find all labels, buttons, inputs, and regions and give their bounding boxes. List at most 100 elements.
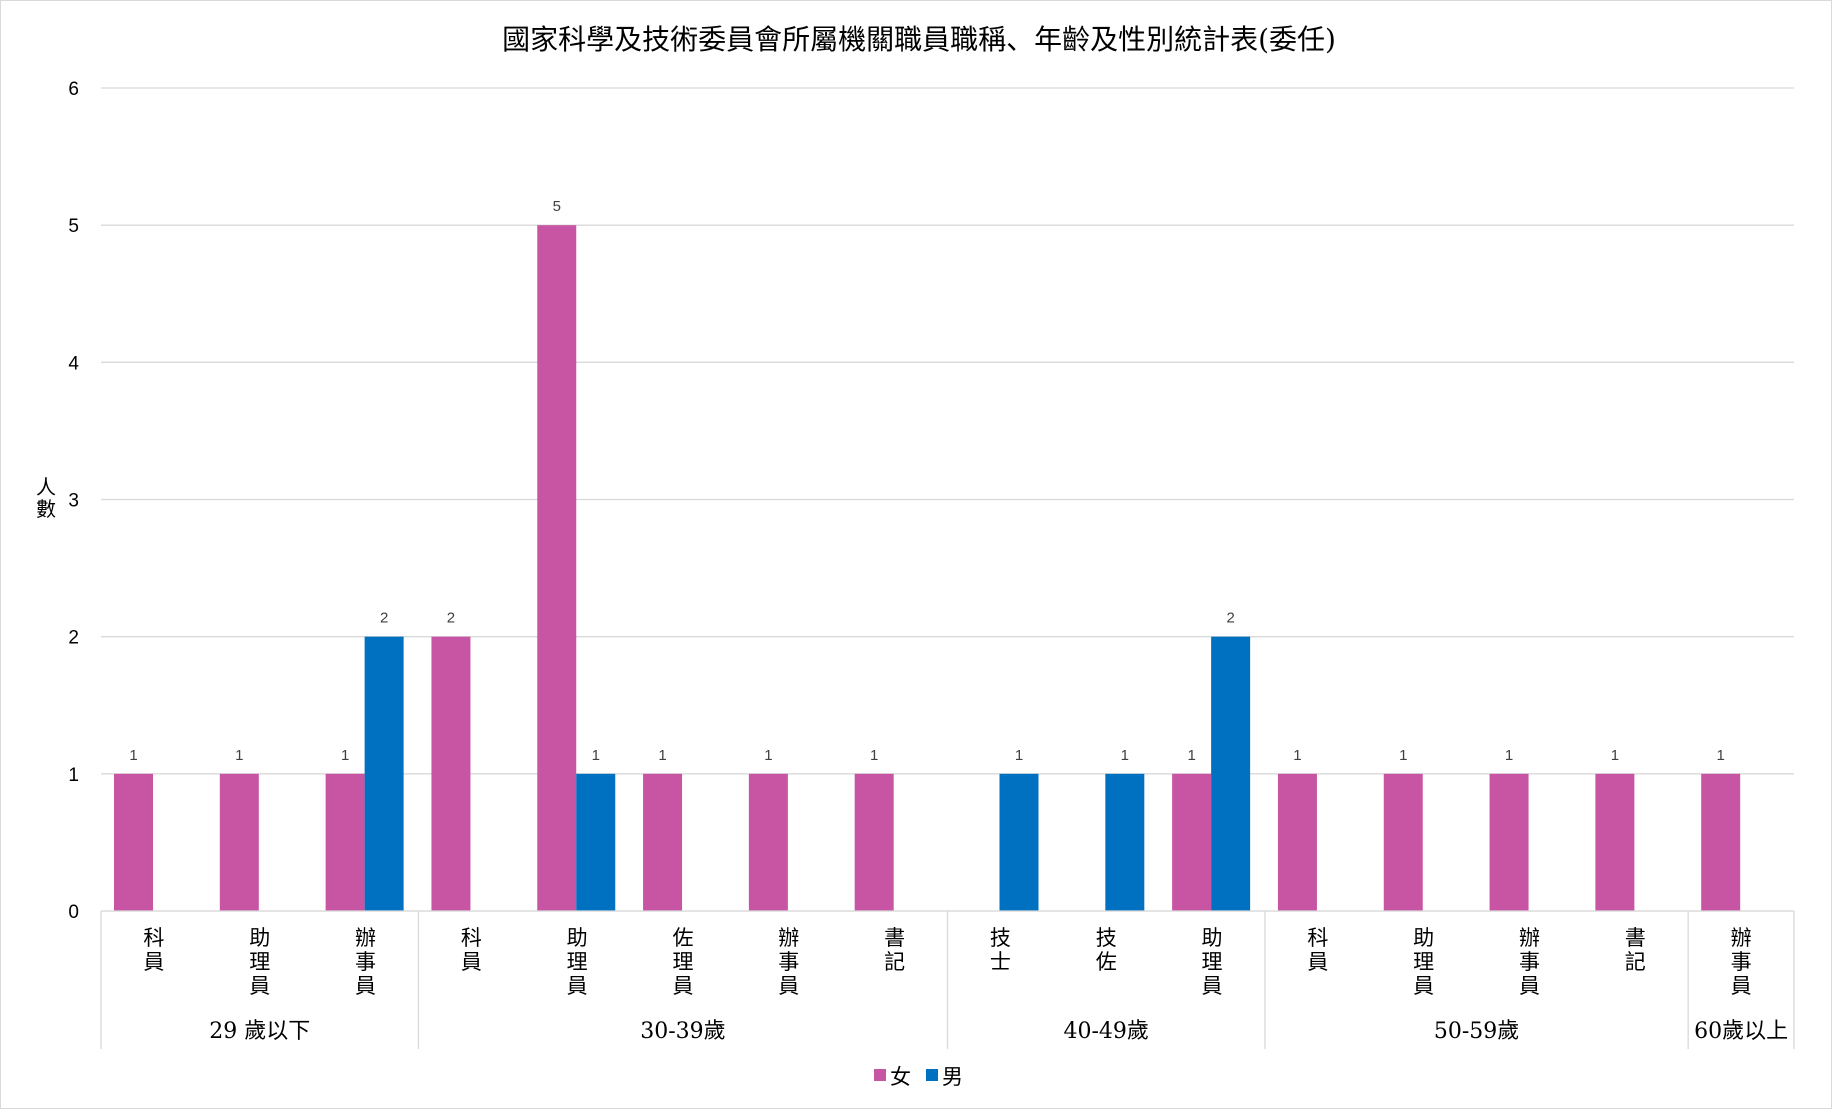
category-label: 辦事員	[355, 926, 376, 998]
data-label: 1	[870, 747, 878, 764]
y-axis-label-char: 數	[36, 497, 56, 521]
category-label-char: 員	[1413, 974, 1434, 998]
category-label-char: 技	[1096, 926, 1117, 950]
category-label-char: 助	[1413, 926, 1434, 950]
bar-女	[1383, 773, 1423, 911]
category-label-char: 士	[990, 950, 1011, 974]
category-label-char: 理	[672, 950, 693, 974]
category-label: 技佐	[1096, 926, 1117, 974]
category-label-char: 科	[1307, 926, 1328, 950]
category-label-char: 助	[567, 926, 588, 950]
category-label-char: 記	[884, 950, 905, 974]
category-label: 辦事員	[1731, 926, 1752, 998]
data-label: 2	[380, 610, 388, 627]
data-label: 1	[1717, 747, 1725, 764]
bar-女	[219, 773, 259, 911]
data-label: 1	[129, 747, 137, 764]
category-label: 助理員	[1202, 926, 1223, 998]
category-label-char: 佐	[1096, 950, 1117, 974]
category-label-char: 辦	[1731, 926, 1752, 950]
y-tick-label: 1	[68, 765, 79, 786]
data-label: 2	[447, 610, 455, 627]
category-label-char: 記	[1625, 950, 1646, 974]
bar-男	[1105, 773, 1145, 911]
chart-title: 國家科學及技術委員會所屬機關職員職稱、年齡及性別統計表(委任)	[502, 23, 1336, 56]
category-label-char: 辦	[355, 926, 376, 950]
data-label: 1	[764, 747, 772, 764]
data-label: 1	[1121, 747, 1129, 764]
category-label-char: 員	[672, 974, 693, 998]
y-axis-label: 人數	[36, 475, 56, 521]
group-label: 29 歲以下	[209, 1019, 310, 1044]
category-label-char: 員	[1202, 974, 1223, 998]
data-label: 1	[1505, 747, 1513, 764]
bars	[114, 225, 1741, 911]
legend-swatch-男	[926, 1069, 938, 1081]
data-label: 1	[658, 747, 666, 764]
legend-label-男: 男	[942, 1065, 963, 1089]
category-label: 科員	[461, 926, 482, 974]
bar-女	[325, 773, 365, 911]
data-label: 1	[1293, 747, 1301, 764]
y-tick-label: 3	[68, 491, 79, 512]
category-label: 書記	[1625, 926, 1646, 974]
category-label-char: 員	[355, 974, 376, 998]
bar-男	[1211, 636, 1251, 911]
group-label: 50-59歲	[1434, 1019, 1519, 1044]
category-label-char: 辦	[1519, 926, 1540, 950]
data-label: 1	[1015, 747, 1023, 764]
group-label: 40-49歲	[1064, 1019, 1149, 1044]
category-label: 辦事員	[1519, 926, 1540, 998]
bar-女	[1595, 773, 1635, 911]
category-label-char: 員	[249, 974, 270, 998]
category-label-char: 事	[355, 950, 376, 974]
bar-女	[854, 773, 894, 911]
category-label: 助理員	[249, 926, 270, 998]
y-tick-label: 0	[68, 902, 79, 923]
category-label-char: 員	[143, 950, 164, 974]
y-tick-label: 5	[68, 216, 79, 237]
legend-swatch-女	[874, 1069, 886, 1081]
group-label: 60歲以上	[1694, 1019, 1788, 1044]
category-label-char: 理	[1202, 950, 1223, 974]
category-label-char: 科	[143, 926, 164, 950]
category-label-char: 員	[1731, 974, 1752, 998]
category-label-char: 事	[778, 950, 799, 974]
data-label: 1	[1611, 747, 1619, 764]
category-label: 技士	[990, 926, 1011, 974]
y-tick-label: 6	[68, 79, 79, 100]
bar-女	[1277, 773, 1317, 911]
category-label-char: 助	[1202, 926, 1223, 950]
y-axis: 0 1 2 3 4 5 6	[68, 79, 79, 923]
data-labels: 1 1 1 2 2 5 1 1 1 1 1 1 1 2 1 1 1 1 1	[129, 198, 1725, 764]
bar-女	[1489, 773, 1529, 911]
category-label: 書記	[884, 926, 905, 974]
category-label: 科員	[1307, 926, 1328, 974]
category-label-char: 科	[461, 926, 482, 950]
category-label-char: 員	[567, 974, 588, 998]
data-label: 5	[553, 198, 561, 215]
bar-女	[643, 773, 683, 911]
category-label-char: 助	[249, 926, 270, 950]
category-label-char: 理	[567, 950, 588, 974]
category-label-char: 理	[249, 950, 270, 974]
data-label: 1	[1187, 747, 1195, 764]
category-label: 科員	[143, 926, 164, 974]
y-tick-label: 2	[68, 628, 79, 649]
x-axis: 科員助理員辦事員科員助理員佐理員辦事員書記技士技佐助理員科員助理員辦事員書記辦事…	[100, 910, 1795, 1049]
bar-男	[364, 636, 404, 911]
category-label: 助理員	[567, 926, 588, 998]
category-label-char: 員	[461, 950, 482, 974]
category-label-char: 員	[1307, 950, 1328, 974]
category-label-char: 理	[1413, 950, 1434, 974]
y-axis-label-char: 人	[36, 475, 56, 499]
data-label: 1	[235, 747, 243, 764]
bar-男	[999, 773, 1039, 911]
bar-女	[1701, 773, 1741, 911]
bar-女	[431, 636, 471, 911]
bar-女	[114, 773, 153, 911]
bar-女	[1172, 773, 1212, 911]
category-label-char: 事	[1731, 950, 1752, 974]
